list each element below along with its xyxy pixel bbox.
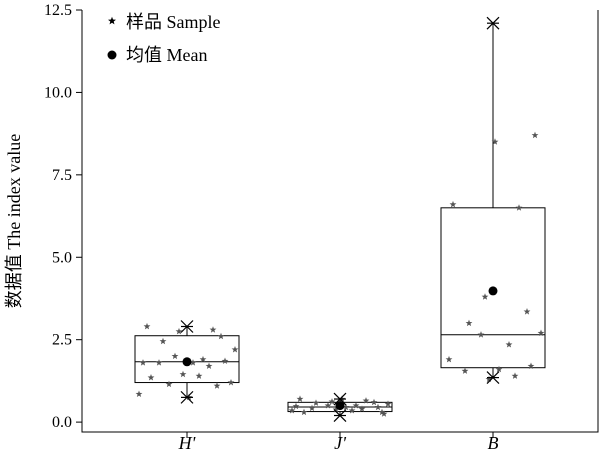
sample-point (195, 372, 203, 379)
legend: 样品 Sample 均值 Mean (107, 12, 221, 65)
sample-point (481, 293, 489, 300)
y-tick-label: 0.0 (52, 414, 72, 431)
sample-point (491, 138, 499, 145)
y-axis-label: 数据值 The index value (4, 134, 24, 308)
box-group (440, 16, 546, 385)
axes: 0.0 2.5 5.0 7.5 10.0 12.5 H' J' B (44, 2, 599, 453)
plot-area (134, 16, 546, 422)
extreme-marker (333, 392, 347, 406)
axis-frame (81, 10, 599, 433)
extreme-marker (333, 409, 347, 422)
sample-point (527, 362, 535, 369)
sample-point (217, 332, 225, 340)
y-tick-label: 7.5 (52, 167, 72, 184)
sample-point (308, 404, 316, 412)
box-group (287, 392, 393, 422)
extreme-marker (486, 371, 500, 385)
sample-point (461, 367, 469, 374)
sample-point (384, 400, 392, 407)
iqr-box (134, 335, 240, 384)
sample-point (312, 399, 320, 406)
sample-point (231, 345, 239, 353)
extreme-marker (180, 390, 194, 404)
y-tick-label: 5.0 (52, 249, 72, 266)
y-tick-label: 12.5 (44, 2, 72, 19)
sample-point (370, 398, 378, 406)
legend-label: 均值 Mean (126, 45, 207, 65)
sample-point (531, 131, 539, 139)
mean-point (488, 286, 498, 296)
sample-point (179, 370, 187, 378)
mean-point (335, 401, 345, 411)
sample-point (171, 352, 179, 360)
legend-label: 样品 Sample (126, 12, 221, 32)
sample-point (159, 337, 167, 345)
sample-point (374, 403, 382, 411)
sample-point (292, 402, 300, 410)
y-tick-label: 10.0 (44, 84, 72, 101)
box-group (134, 320, 240, 404)
sample-point (465, 319, 473, 327)
sample-point (227, 378, 235, 386)
x-category-label: J' (334, 433, 347, 453)
sample-point (209, 326, 217, 333)
sample-point (485, 375, 493, 383)
sample-point (300, 408, 308, 416)
x-category-label: B (488, 433, 499, 453)
sample-point (165, 380, 173, 388)
sample-point (288, 406, 296, 414)
x-category-label: H' (178, 433, 197, 453)
sample-point (505, 341, 513, 348)
sample-point (352, 402, 360, 409)
sample-point (189, 359, 197, 366)
sample-point (135, 390, 143, 397)
sample-point (449, 200, 457, 208)
sample-point (143, 322, 151, 330)
sample-point (511, 372, 519, 379)
sample-point (139, 359, 147, 366)
sample-point (342, 403, 350, 411)
sample-point (324, 402, 332, 409)
sample-point (328, 398, 336, 405)
sample-point (205, 362, 213, 369)
legend-circle-icon (107, 50, 117, 60)
sample-point (221, 357, 229, 365)
sample-point (495, 365, 503, 373)
sample-point (358, 405, 366, 412)
sample-point (199, 355, 207, 363)
iqr-box (440, 207, 546, 369)
sample-point (332, 405, 340, 413)
sample-point (537, 329, 545, 337)
sample-point (515, 204, 523, 211)
sample-point (380, 410, 388, 417)
extreme-marker (486, 16, 500, 30)
mean-point (182, 357, 192, 367)
sample-point (348, 406, 356, 414)
sample-point (155, 359, 163, 366)
sample-point (477, 331, 485, 338)
sample-point (175, 327, 183, 335)
sample-point (445, 355, 453, 363)
sample-point (213, 382, 221, 389)
sample-point (378, 408, 386, 416)
extreme-marker (180, 320, 194, 333)
sample-point (296, 395, 304, 402)
y-tick-label: 2.5 (52, 332, 72, 349)
sample-point (523, 308, 531, 315)
sample-point (362, 397, 370, 404)
legend-star-icon (108, 16, 116, 25)
sample-point (147, 374, 155, 381)
